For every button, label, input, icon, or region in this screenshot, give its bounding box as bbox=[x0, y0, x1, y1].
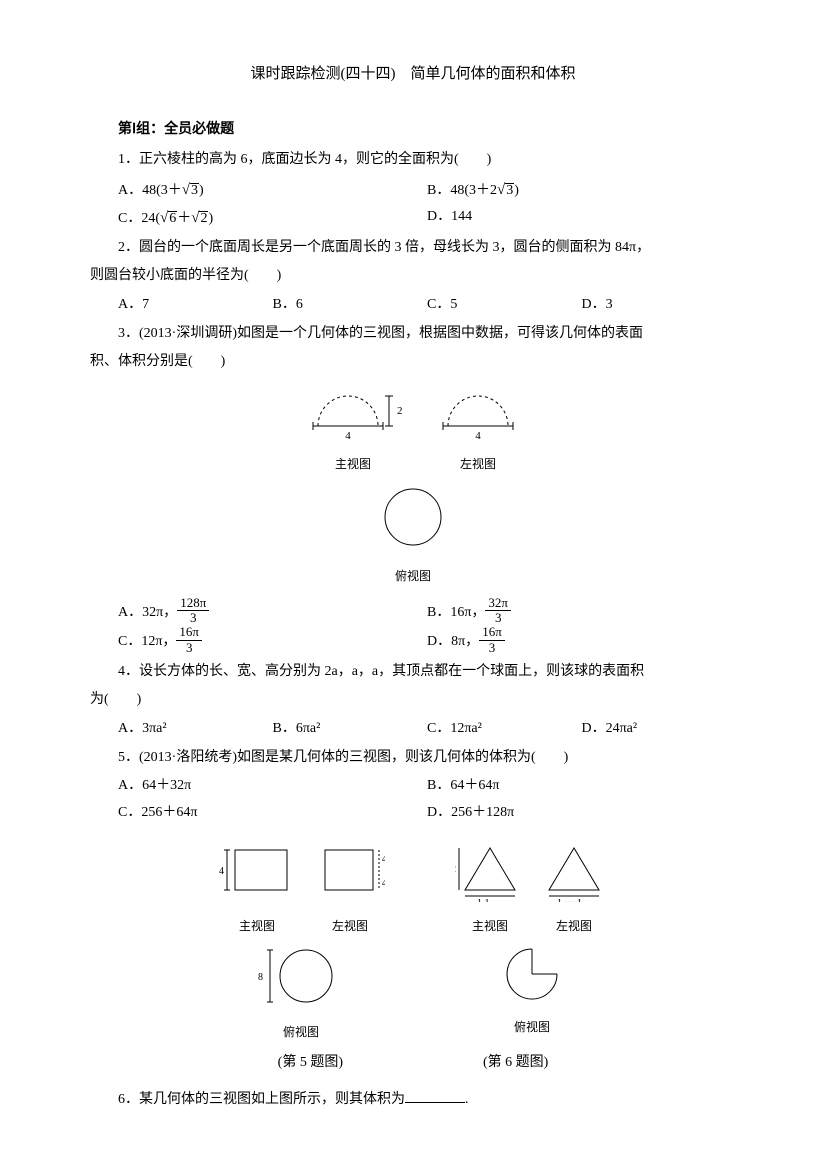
svg-text:8: 8 bbox=[258, 972, 263, 983]
q5-front-view: 4 bbox=[217, 842, 297, 902]
q4-opt-a: A．3πa² bbox=[118, 716, 273, 743]
q5-top-view: 8 bbox=[256, 944, 346, 1009]
q5-opt-a: A．64＋32π bbox=[118, 773, 427, 800]
q6-side-view: 1 ··· 1 bbox=[539, 842, 609, 902]
q5-stem: 5．(2013·洛阳统考)如图是某几何体的三视图，则该几何体的体积为( ) bbox=[90, 745, 736, 772]
q4-opt-b: B．6πa² bbox=[273, 716, 428, 743]
q5-q6-figure: 4 主视图 4 4 左视图 bbox=[90, 836, 736, 1076]
q1-opt-d: D．144 bbox=[427, 204, 736, 233]
svg-text:2: 2 bbox=[397, 405, 403, 417]
q5-caption: (第 5 题图) bbox=[278, 1050, 343, 1077]
q6-blank bbox=[405, 1088, 465, 1103]
q3-stem: 3．(2013·深圳调研)如图是一个几何体的三视图，根据图中数据，可得该几何体的… bbox=[90, 321, 736, 348]
q1-opt-c: C．24(√6＋√2) bbox=[118, 204, 427, 233]
q4-options: A．3πa² B．6πa² C．12πa² D．24πa² bbox=[118, 716, 736, 743]
q3-side-view: 4 bbox=[433, 386, 523, 441]
q4-stem: 4．设长方体的长、宽、高分别为 2a，a，a，其顶点都在一个球面上，则该球的表面… bbox=[90, 659, 736, 686]
q5-options: A．64＋32π B．64＋64π C．256＋64π D．256＋128π bbox=[118, 773, 736, 826]
svg-text:4: 4 bbox=[219, 866, 224, 877]
q6-front-view: 2 1 1 bbox=[455, 842, 525, 902]
q6-top-view bbox=[497, 944, 567, 1004]
svg-text:2: 2 bbox=[455, 864, 456, 875]
q3-opt-b: B．16π，32π3 bbox=[427, 598, 736, 628]
q3-opt-d: D．8π，16π3 bbox=[427, 627, 736, 657]
svg-text:1 1: 1 1 bbox=[477, 898, 490, 902]
q2-stem: 2．圆台的一个底面周长是另一个底面周长的 3 倍，母线长为 3，圆台的侧面积为 … bbox=[90, 235, 736, 262]
q4-opt-d: D．24πa² bbox=[582, 716, 737, 743]
q5-opt-c: C．256＋64π bbox=[118, 800, 427, 827]
q2-opt-a: A．7 bbox=[118, 292, 273, 319]
q2-opt-b: B．6 bbox=[273, 292, 428, 319]
svg-text:4: 4 bbox=[345, 430, 351, 441]
q4-stem2: 为( ) bbox=[90, 687, 736, 714]
q1-opt-b: B．48(3＋2√3) bbox=[427, 176, 736, 205]
q5-side-view: 4 4 bbox=[315, 842, 385, 902]
svg-text:4: 4 bbox=[382, 854, 385, 865]
q2-options: A．7 B．6 C．5 D．3 bbox=[118, 292, 736, 319]
q4-opt-c: C．12πa² bbox=[427, 716, 582, 743]
q2-stem2: 则圆台较小底面的半径为( ) bbox=[90, 263, 736, 290]
q3-opt-c: C．12π，16π3 bbox=[118, 627, 427, 657]
q2-opt-c: C．5 bbox=[427, 292, 582, 319]
q3-top-view bbox=[378, 482, 448, 552]
svg-text:4: 4 bbox=[475, 430, 481, 441]
q5-opt-d: D．256＋128π bbox=[427, 800, 736, 827]
svg-text:1 ··· 1: 1 ··· 1 bbox=[557, 898, 582, 902]
q1-opt-a: A．48(3＋√3) bbox=[118, 176, 427, 205]
q3-opt-a: A．32π，128π3 bbox=[118, 598, 427, 628]
section-header: 第Ⅰ组：全员必做题 bbox=[90, 117, 736, 144]
q6-stem: 6．某几何体的三视图如上图所示，则其体积为. bbox=[90, 1087, 736, 1114]
q5-opt-b: B．64＋64π bbox=[427, 773, 736, 800]
q3-figure: 4 2 主视图 4 左视图 俯视图 bbox=[90, 386, 736, 588]
q3-stem2: 积、体积分别是( ) bbox=[90, 349, 736, 376]
q1-options: A．48(3＋√3) B．48(3＋2√3) C．24(√6＋√2) D．144 bbox=[118, 176, 736, 233]
q6-caption: (第 6 题图) bbox=[483, 1050, 548, 1077]
page-title: 课时跟踪检测(四十四) 简单几何体的面积和体积 bbox=[90, 60, 736, 89]
svg-text:4: 4 bbox=[382, 878, 385, 889]
q1-stem: 1．正六棱柱的高为 6，底面边长为 4，则它的全面积为( ) bbox=[90, 147, 736, 174]
q2-opt-d: D．3 bbox=[582, 292, 737, 319]
q3-front-view: 4 2 bbox=[303, 386, 403, 441]
q3-options: A．32π，128π3 B．16π，32π3 C．12π，16π3 D．8π，1… bbox=[118, 598, 736, 657]
